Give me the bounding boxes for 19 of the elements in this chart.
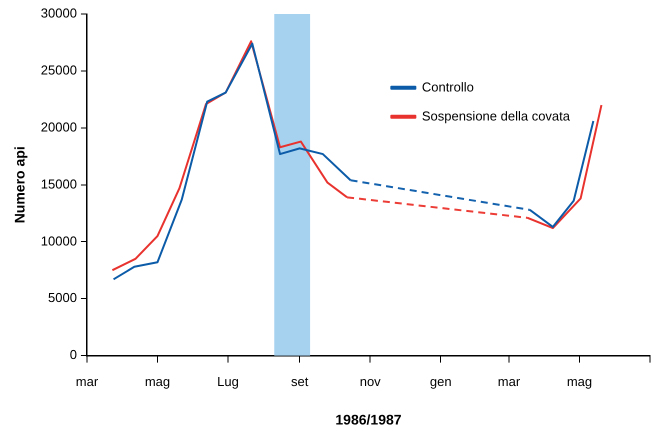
y-tick-label: 15000 bbox=[40, 176, 77, 192]
y-tick-label: 10000 bbox=[40, 233, 77, 248]
x-tick-label: mar bbox=[76, 374, 99, 389]
x-axis-title: 1986/1987 bbox=[335, 411, 402, 428]
y-tick-label: 5000 bbox=[48, 290, 77, 306]
x-tick-label: mar bbox=[498, 374, 521, 389]
x-tick-label: mag bbox=[144, 374, 170, 389]
legend-label: Controllo bbox=[422, 79, 474, 94]
legend-label: Sospensione della covata bbox=[422, 108, 571, 124]
x-tick-label: mag bbox=[566, 374, 592, 389]
y-tick-label: 30000 bbox=[40, 6, 77, 21]
y-tick-label: 25000 bbox=[40, 62, 77, 78]
y-tick-label: 0 bbox=[70, 347, 77, 362]
x-tick-label: set bbox=[291, 374, 309, 389]
y-tick-label: 20000 bbox=[40, 119, 77, 134]
x-tick-label: nov bbox=[360, 374, 382, 389]
x-tick-label: gen bbox=[430, 374, 452, 389]
y-axis-title: Numero api bbox=[11, 146, 28, 224]
x-tick-label: Lug bbox=[217, 374, 239, 389]
